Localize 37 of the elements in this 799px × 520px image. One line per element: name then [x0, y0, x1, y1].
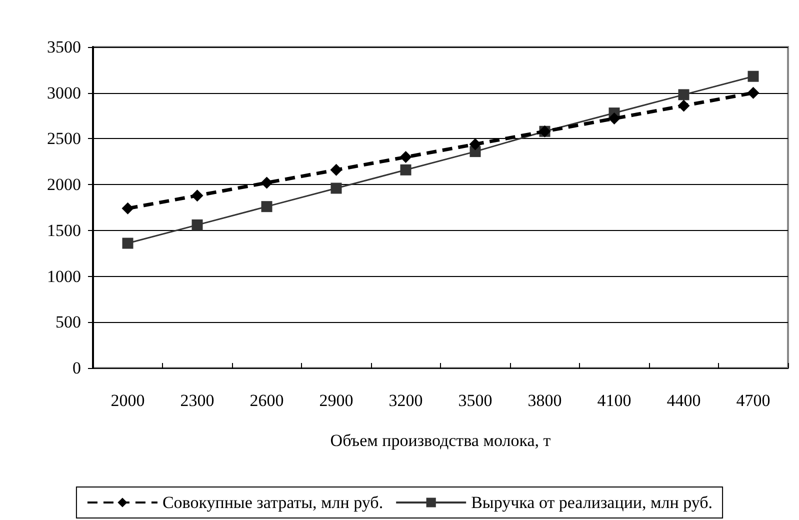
y-tick-label: 1000	[47, 266, 81, 286]
y-tick-label: 2500	[47, 129, 81, 148]
legend-label: Выручка от реализации, млн руб.	[471, 493, 713, 512]
point	[400, 151, 412, 164]
x-tick-label: 3500	[458, 391, 492, 410]
point	[122, 238, 134, 249]
x-tick-label: 2900	[319, 391, 354, 410]
point	[608, 112, 620, 125]
point	[330, 182, 342, 194]
point	[122, 202, 134, 214]
x-tick-label: 4700	[736, 391, 770, 410]
point	[400, 164, 412, 176]
point	[469, 138, 482, 150]
y-tick-label: 0	[72, 358, 81, 378]
x-tick-label: 2300	[180, 391, 214, 410]
x-tick-label: 3800	[528, 391, 562, 410]
point	[330, 164, 342, 176]
point	[747, 86, 760, 99]
point	[191, 190, 204, 202]
point	[678, 100, 690, 112]
x-tick-label: 4400	[666, 391, 701, 410]
point	[748, 70, 759, 82]
x-tick-label: 2000	[110, 391, 145, 410]
y-tick-label: 500	[56, 312, 81, 332]
point	[260, 176, 273, 189]
x-tick-label: 2600	[250, 391, 284, 410]
y-tick-label: 3000	[47, 83, 81, 102]
x-axis-title: Объем производства молока, т	[330, 431, 552, 450]
y-tick-label: 2000	[47, 175, 81, 194]
point	[261, 201, 272, 212]
point	[192, 219, 203, 230]
y-tick-label: 3500	[47, 38, 81, 56]
x-tick-label: 3200	[388, 391, 423, 410]
point	[678, 89, 690, 100]
x-tick-label: 4100	[597, 391, 632, 410]
y-tick-label: 1500	[47, 220, 81, 240]
legend-label: Совокупные затраты, млн руб.	[162, 493, 384, 512]
